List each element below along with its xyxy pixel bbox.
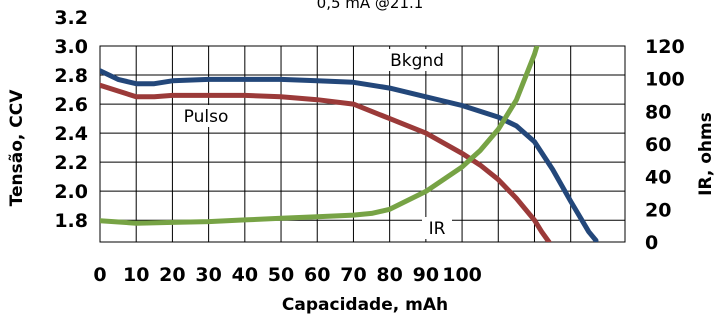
x-tick-label: 90 xyxy=(413,264,439,286)
x-tick-label: 80 xyxy=(376,264,402,286)
x-tick-label: 0 xyxy=(93,264,106,286)
y-right-ticks: 0 20 40 60 80 100 120 xyxy=(645,36,685,254)
x-tick-label: 50 xyxy=(268,264,294,286)
y-left-tick-label: 3.2 xyxy=(54,7,88,29)
series-line-bkgnd xyxy=(100,68,599,242)
series-label-bg xyxy=(422,217,452,239)
y-right-tick-label: 80 xyxy=(645,101,671,123)
x-axis-title: Capacidade, mAh xyxy=(282,295,448,315)
series-label-bg xyxy=(180,105,232,127)
series-line-ir xyxy=(100,46,540,226)
series-labels: Bkgnd Pulso IR xyxy=(180,49,452,239)
gridlines xyxy=(100,46,625,242)
y-left-tick-label: 3.0 xyxy=(54,36,88,58)
x-tick-label: 10 xyxy=(123,264,149,286)
y-right-axis-title: IR, ohms xyxy=(696,112,716,196)
y-right-tick-label: 120 xyxy=(645,36,685,58)
x-tick-label: 40 xyxy=(232,264,258,286)
y-left-tick-label: 2.2 xyxy=(54,152,88,174)
x-tick-label: 30 xyxy=(195,264,221,286)
y-left-ticks: 1.8 2.0 2.2 2.4 2.6 2.8 3.0 3.2 xyxy=(54,7,88,232)
series-label-pulso: Pulso xyxy=(184,107,229,127)
y-right-tick-label: 20 xyxy=(645,199,671,221)
y-left-tick-label: 2.8 xyxy=(54,65,88,87)
y-right-tick-label: 60 xyxy=(645,134,671,156)
y-left-axis-title: Tensão, CCV xyxy=(7,89,27,207)
y-right-tick-label: 40 xyxy=(645,167,671,189)
x-tick-label: 20 xyxy=(159,264,185,286)
series-label-ir: IR xyxy=(429,219,446,239)
series-label-bkgnd: Bkgnd xyxy=(390,51,444,71)
series-lines xyxy=(100,46,599,242)
x-axis-ticks: 0 10 20 30 40 50 60 70 80 90 100 xyxy=(93,264,482,286)
y-right-tick-label: 100 xyxy=(645,69,685,91)
x-tick-label: 60 xyxy=(304,264,330,286)
y-left-tick-label: 2.4 xyxy=(54,123,88,145)
chart-subtitle: 0,5 mA @21.1 xyxy=(317,0,424,12)
y-left-tick-label: 1.8 xyxy=(54,210,88,232)
series-label-bg xyxy=(386,49,448,71)
y-left-tick-label: 2.6 xyxy=(54,94,88,116)
x-tick-label: 70 xyxy=(340,264,366,286)
x-tick-label: 100 xyxy=(442,264,482,286)
series-line-pulso xyxy=(100,82,552,242)
y-right-tick-label: 0 xyxy=(645,232,658,254)
y-left-tick-label: 2.0 xyxy=(54,181,88,203)
plot-frame xyxy=(99,45,626,243)
